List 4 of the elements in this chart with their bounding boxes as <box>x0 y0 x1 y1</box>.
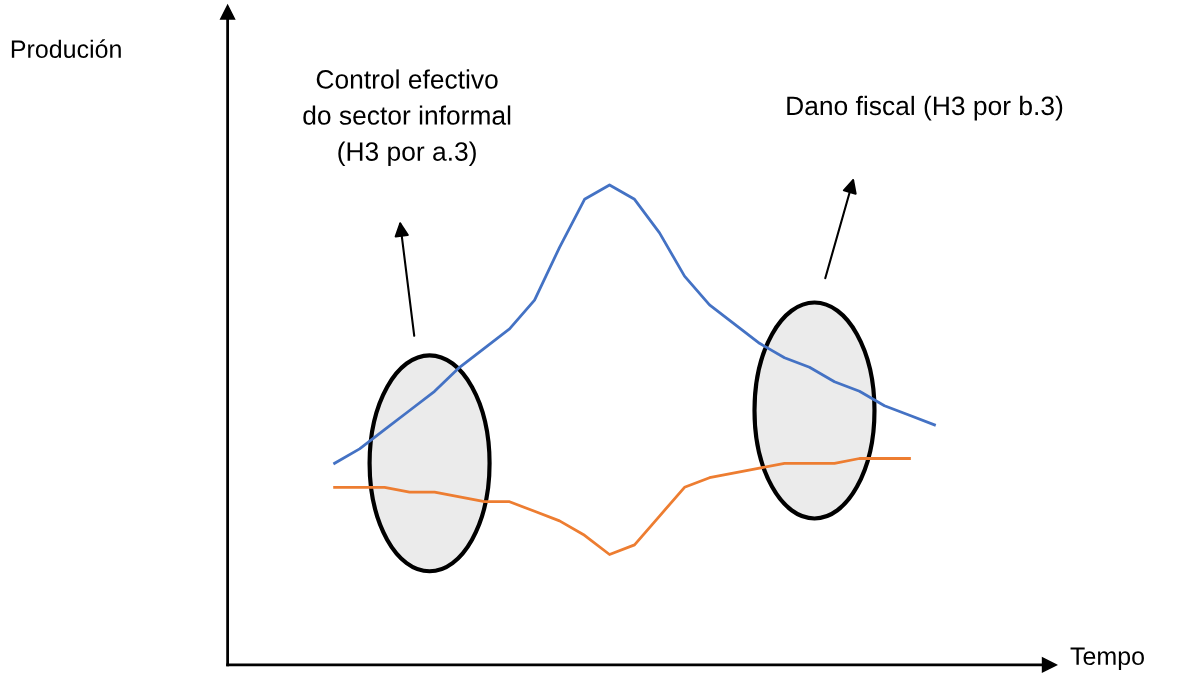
x-axis-title: Tempo <box>1070 647 1144 670</box>
text: Produción <box>11 39 121 59</box>
text: Control efectivo do sector informal (H3 por a.3) <box>303 69 511 167</box>
text: Dano fiscal (H3 por b.3) <box>787 95 1063 121</box>
